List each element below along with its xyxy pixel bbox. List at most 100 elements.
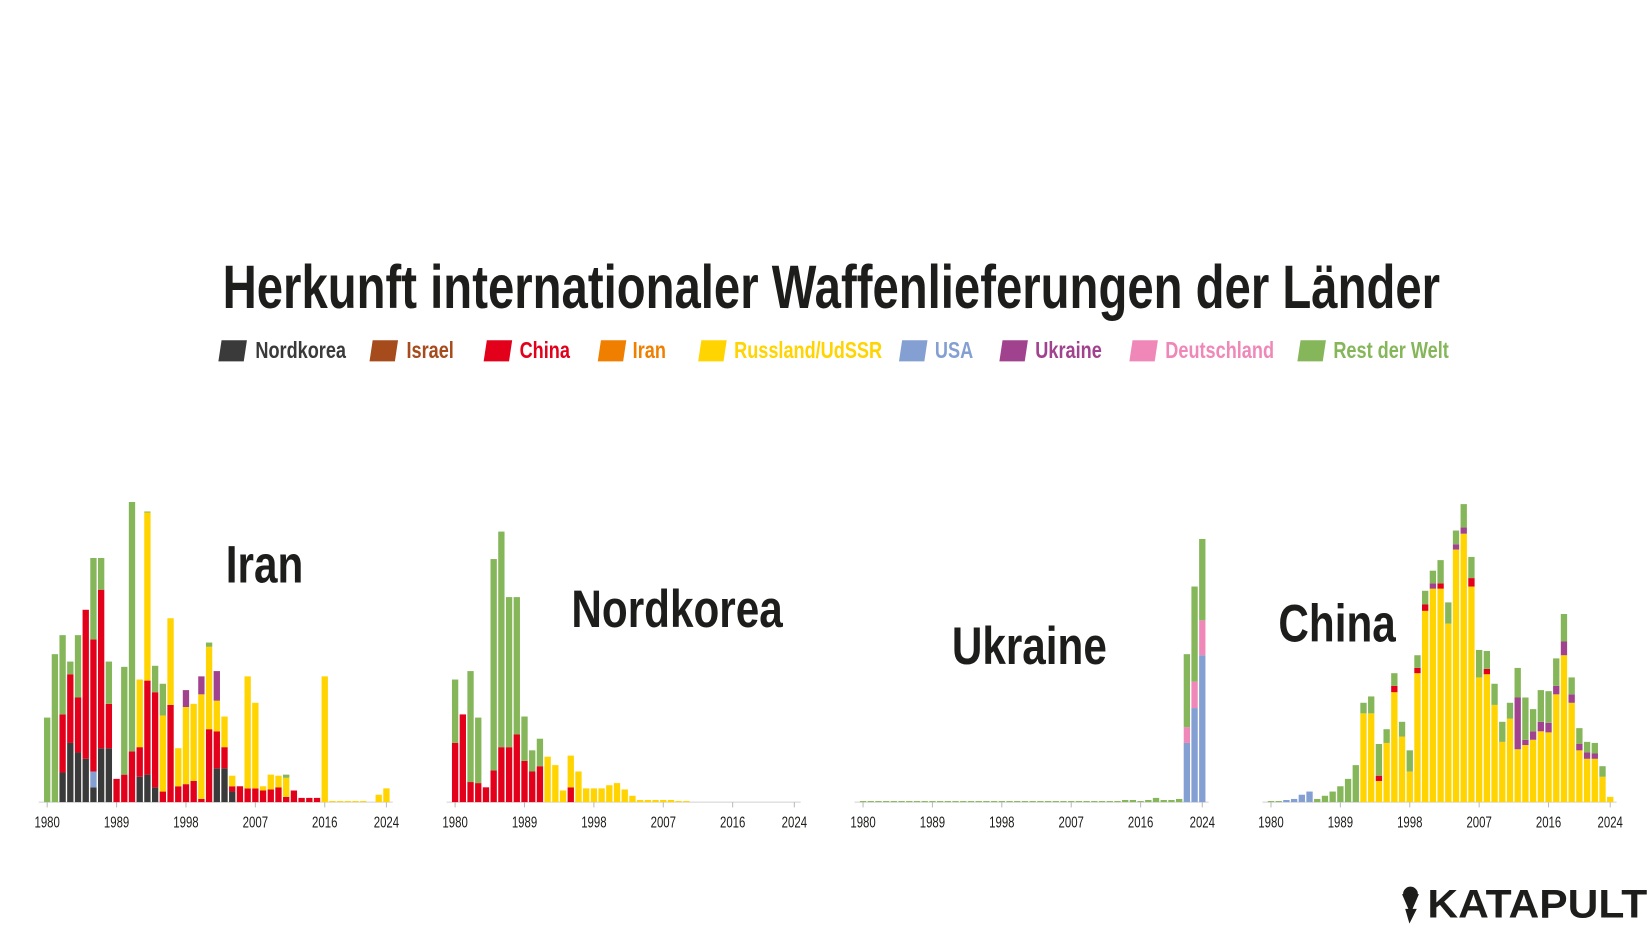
bar-segment [229, 791, 236, 803]
bar-segment [259, 790, 267, 803]
bar-segment [1183, 727, 1191, 743]
bar-segment [1537, 731, 1544, 803]
bar-segment [1553, 694, 1560, 803]
legend-swatch [999, 340, 1028, 362]
legend-swatch [1129, 340, 1158, 362]
x-tick-label: 1989 [104, 813, 130, 831]
bar-segment [213, 768, 220, 803]
bar-segment [90, 639, 97, 772]
bar-segment [1398, 721, 1406, 737]
bar-segment [1368, 713, 1375, 803]
bar-segment [1290, 798, 1298, 803]
bar-segment [136, 747, 143, 777]
legend-item: Nordkorea [218, 338, 346, 364]
bar-segment [1452, 549, 1460, 803]
bar-segment [1398, 736, 1406, 803]
bar-segment [1091, 801, 1098, 803]
bar-segment [1545, 732, 1552, 803]
bar-segment [97, 748, 105, 803]
bar-segment [559, 790, 567, 803]
bar-segment [175, 748, 182, 787]
bar-segment [536, 738, 544, 767]
bar-segment [252, 788, 259, 803]
bar-segment [151, 692, 159, 788]
bar-segment [867, 801, 874, 803]
bar-segment [74, 697, 82, 753]
bar-segment [1460, 527, 1467, 534]
bar-segment [90, 787, 97, 803]
bar-segment [1445, 602, 1452, 624]
bar-segment [552, 765, 559, 803]
legend-item: USA [898, 338, 973, 364]
x-tick-label: 2007 [651, 813, 676, 831]
bar-segment [1137, 801, 1144, 803]
bar-segment [629, 795, 636, 803]
bar-segment [275, 787, 282, 803]
bar-segment [1360, 713, 1367, 803]
bar-segment [375, 794, 382, 803]
page-title: Herkunft internationaler Waffenlieferung… [223, 253, 1440, 321]
bar-segment [475, 717, 482, 784]
bar-segment [1491, 683, 1498, 705]
bar-segment [1437, 588, 1444, 803]
bar-segment [290, 790, 298, 803]
bar-segment [621, 789, 628, 803]
bar-segment [1406, 750, 1413, 772]
bar-segment [636, 800, 644, 803]
bar-segment [490, 770, 497, 803]
legend-swatch [698, 340, 727, 362]
bar-segment [1483, 651, 1491, 669]
bar-segment [1607, 796, 1614, 803]
bar-segment [1337, 786, 1344, 803]
bar-segment [998, 801, 1005, 803]
legend-label: Rest der Welt [1333, 338, 1448, 364]
bar-segment [198, 798, 205, 803]
bar-segment [1114, 801, 1121, 803]
bar-segment [1514, 667, 1521, 698]
bar-segment [244, 788, 251, 803]
bar-segment [652, 800, 659, 803]
panel: 1980 1989 1998 2007 2016 2024 Iran [34, 501, 399, 831]
bar-segment [1437, 560, 1444, 584]
bar-segment [1183, 654, 1191, 728]
legend-label: China [520, 338, 571, 364]
bar-segment [82, 609, 89, 759]
bar-segment [105, 661, 113, 704]
bar-segment [1591, 758, 1598, 803]
bar-segment [1183, 742, 1191, 803]
x-tick-label: 2016 [312, 813, 338, 831]
bar-segment [275, 775, 282, 788]
bar-segment [1460, 504, 1467, 528]
bar-segment [1168, 800, 1175, 803]
legend-label: Ukraine [1035, 338, 1101, 364]
bar-segment [151, 665, 159, 693]
bar-segment [898, 801, 905, 803]
bar-segment [1314, 798, 1321, 803]
bar-segment [1360, 702, 1367, 714]
bar-segment [1599, 776, 1606, 803]
panel: 1980 1989 1998 2007 2016 2024 Ukraine [850, 538, 1215, 831]
legend-item: Iran [597, 338, 666, 364]
bar-segment [1560, 655, 1568, 803]
logo-icon [1403, 886, 1418, 902]
bar-segment [1475, 677, 1483, 803]
bar-segment [598, 788, 605, 803]
bar-segment [1306, 791, 1313, 803]
legend-swatch [483, 340, 513, 362]
bar-segment [1414, 673, 1421, 803]
bar-segment [498, 531, 505, 748]
bar-segment [205, 646, 213, 730]
bar-segment [229, 786, 236, 792]
bar-segment [1406, 771, 1413, 803]
bar-segment [190, 780, 197, 803]
bar-segment [1583, 741, 1591, 753]
bar-segment [1452, 530, 1460, 545]
bar-segment [136, 776, 143, 803]
legend-label: Israel [407, 338, 454, 364]
bar-segment [344, 801, 352, 803]
panel: 1980 1989 1998 2007 2016 2024 Nordkorea [442, 531, 807, 831]
bar-segment [613, 783, 621, 803]
bar-segment [159, 683, 166, 716]
bar-segment [1529, 739, 1537, 803]
bar-segment [944, 801, 952, 803]
